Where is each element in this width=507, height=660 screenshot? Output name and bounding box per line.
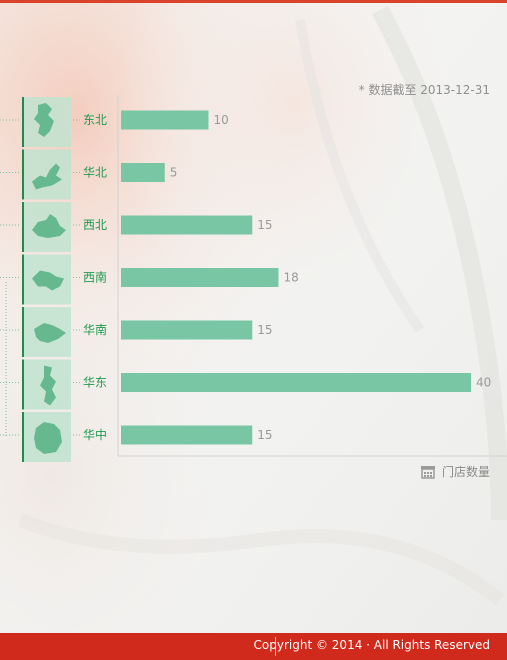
region-label: 华北: [83, 166, 107, 180]
bar-value-label: 5: [170, 166, 178, 180]
footer-bar: Copyright © 2014 · All Rights Reserved: [0, 633, 507, 660]
central-map-icon-shape: [34, 422, 62, 454]
region-label: 华南: [83, 322, 107, 337]
north-map-icon: [32, 163, 62, 190]
central-map-icon: [34, 422, 62, 454]
southwest-map-icon: [32, 270, 64, 291]
region-label: 华东: [83, 376, 107, 390]
region-tile-accent: [22, 254, 24, 305]
chart-legend: 门店数量: [420, 463, 490, 480]
bar-东北: [121, 110, 209, 130]
region-tile-accent: [22, 149, 24, 200]
store-icon: [420, 465, 435, 479]
bar-value-label: 15: [257, 218, 272, 232]
east-map-icon-shape: [40, 365, 56, 406]
north-map-icon-shape: [32, 163, 62, 190]
bar-value-label: 18: [284, 271, 299, 285]
top-accent-line: [0, 0, 507, 3]
copyright-text: Copyright © 2014 · All Rights Reserved: [253, 638, 490, 652]
northeast-map-icon-shape: [34, 103, 54, 137]
south-map-icon-shape: [34, 323, 66, 343]
footer-divider: [275, 637, 276, 656]
region-tile-accent: [22, 307, 24, 357]
southwest-map-icon-shape: [32, 270, 64, 291]
region-label: 西北: [83, 218, 107, 232]
region-label: 华中: [83, 427, 107, 442]
bar-value-label: 15: [257, 428, 272, 442]
bar-华东: [121, 373, 471, 392]
region-label: 西南: [83, 270, 107, 285]
bar-华南: [121, 320, 253, 340]
bar-value-label: 15: [257, 323, 272, 337]
bar-华北: [121, 163, 165, 182]
bar-西南: [121, 268, 279, 287]
east-map-icon: [40, 365, 56, 406]
bar-value-label: 40: [476, 376, 491, 390]
region-tile-accent: [22, 97, 24, 147]
northwest-map-icon-shape: [32, 214, 66, 238]
legend-label: 门店数量: [441, 465, 490, 479]
data-date-note: * 数据截至 2013-12-31: [358, 83, 490, 97]
bar-value-label: 10: [214, 113, 229, 127]
south-map-icon: [34, 323, 66, 343]
region-tile-accent: [22, 202, 24, 252]
region-tile-accent: [22, 412, 24, 462]
region-tile-accent: [22, 359, 24, 410]
bar-西北: [121, 215, 253, 235]
northwest-map-icon: [32, 214, 66, 238]
bar-华中: [121, 425, 253, 445]
northeast-map-icon: [34, 103, 54, 137]
region-label: 东北: [83, 113, 107, 127]
